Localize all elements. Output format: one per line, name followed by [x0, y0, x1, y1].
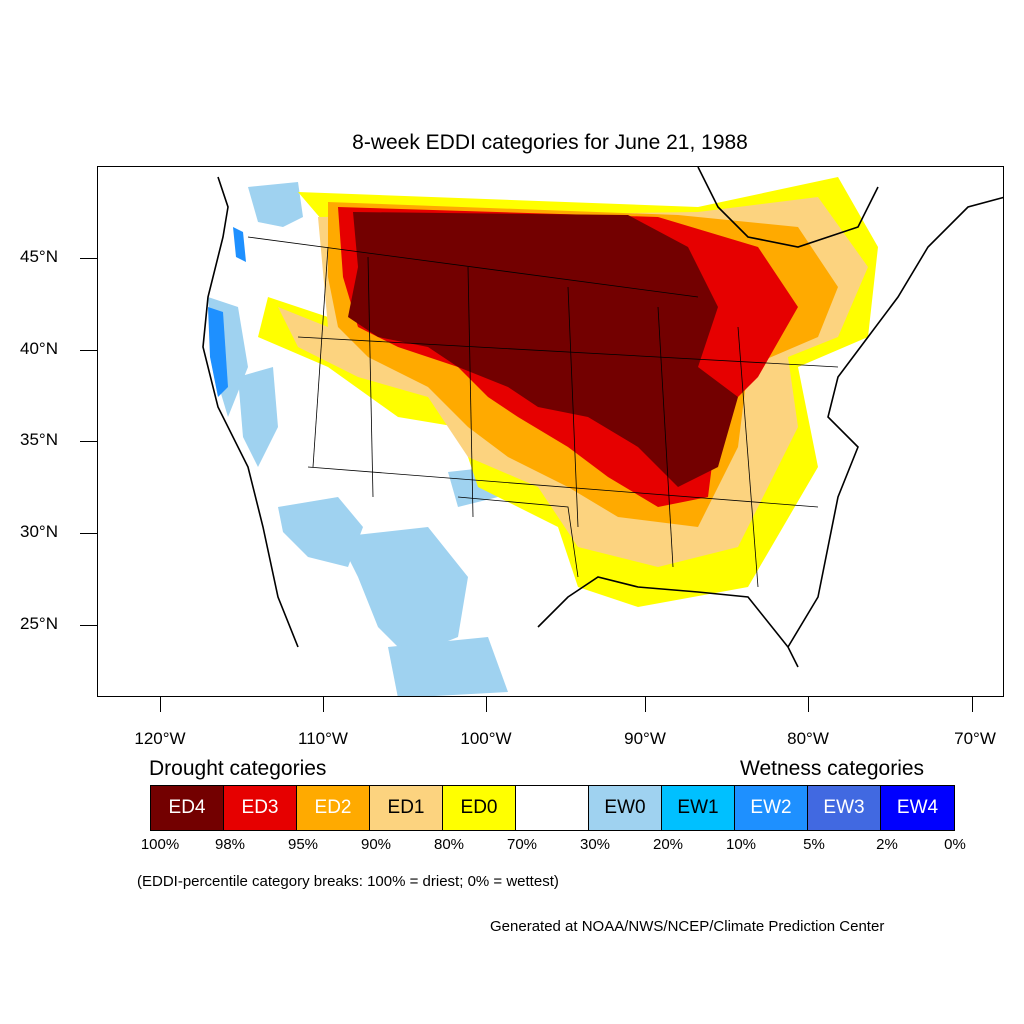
pct-100: 100% — [140, 836, 180, 853]
lat-label-45: 45°N — [20, 247, 58, 266]
legend-label-ew2: EW2 — [750, 797, 792, 818]
pct-98: 98% — [214, 836, 246, 853]
lat-tick-25 — [80, 625, 97, 626]
legend-box-ed4: ED4 — [151, 786, 224, 830]
wetness-heading: Wetness categories — [740, 757, 925, 780]
drought-heading: Drought categories — [149, 757, 327, 780]
legend-label-ed0: ED0 — [460, 797, 498, 818]
ed4-regions — [348, 212, 738, 487]
legend-label-ew4: EW4 — [896, 797, 939, 818]
legend-label-ed4: ED4 — [168, 797, 206, 818]
legend-label-ed3: ED3 — [241, 797, 279, 818]
legend-box-ew1: EW1 — [662, 786, 735, 830]
state-borders — [247, 236, 839, 588]
pct-95: 95% — [287, 836, 319, 853]
lon-label-120: 120°W — [134, 729, 186, 748]
pct-0: 0% — [944, 836, 966, 853]
lat-label-25: 25°N — [20, 614, 58, 633]
legend-box-ew4: EW4 — [881, 786, 954, 830]
legend-label-ew3: EW3 — [823, 797, 865, 818]
lon-tick-90 — [645, 697, 646, 712]
lat-tick-35 — [80, 441, 97, 442]
map-panel — [97, 166, 1004, 697]
legend-box-ew3: EW3 — [808, 786, 881, 830]
pct-5: 5% — [803, 836, 825, 853]
legend-box-ed2: ED2 — [297, 786, 370, 830]
legend-box-ew2: EW2 — [735, 786, 808, 830]
pct-20: 20% — [652, 836, 684, 853]
pct-90: 90% — [360, 836, 392, 853]
coastlines — [202, 167, 1003, 668]
legend-box-ed1: ED1 — [370, 786, 443, 830]
lon-label-90: 90°W — [624, 729, 666, 748]
lon-tick-80 — [808, 697, 809, 712]
lon-label-80: 80°W — [787, 729, 829, 748]
pct-2: 2% — [876, 836, 898, 853]
map-title: 8-week EDDI categories for June 21, 1988 — [352, 131, 748, 154]
legend-label-ed2: ED2 — [314, 797, 352, 818]
lat-label-30: 30°N — [20, 522, 58, 541]
legend-box-ed0: ED0 — [443, 786, 516, 830]
pct-30: 30% — [579, 836, 611, 853]
lat-tick-30 — [80, 533, 97, 534]
lon-tick-70 — [972, 697, 973, 712]
category-legend: ED4 ED3 ED2 ED1 ED0 EW0 EW1 EW2 EW3 EW4 — [150, 785, 955, 831]
lon-tick-100 — [486, 697, 487, 712]
legend-label-ew0: EW0 — [604, 797, 646, 818]
category-breaks-note: (EDDI-percentile category breaks: 100% =… — [137, 873, 559, 890]
legend-box-ed3: ED3 — [224, 786, 297, 830]
legend-box-ew0: EW0 — [589, 786, 662, 830]
eddi-map — [202, 167, 1003, 696]
lat-tick-45 — [80, 258, 97, 259]
legend-box-neutral — [516, 786, 589, 830]
lon-label-70: 70°W — [954, 729, 996, 748]
pct-70: 70% — [506, 836, 538, 853]
lat-label-40: 40°N — [20, 339, 58, 358]
wetness-regions-strong — [208, 227, 246, 397]
pct-10: 10% — [725, 836, 757, 853]
lon-label-100: 100°W — [460, 729, 512, 748]
lon-label-110: 110°W — [298, 729, 348, 748]
legend-label-ew1: EW1 — [677, 797, 719, 818]
lon-tick-120 — [160, 697, 161, 712]
lon-tick-110 — [323, 697, 324, 712]
lat-tick-40 — [80, 350, 97, 351]
pct-80: 80% — [433, 836, 465, 853]
lat-label-35: 35°N — [20, 430, 58, 449]
legend-label-ed1: ED1 — [387, 797, 425, 818]
credit-line: Generated at NOAA/NWS/NCEP/Climate Predi… — [490, 918, 885, 935]
